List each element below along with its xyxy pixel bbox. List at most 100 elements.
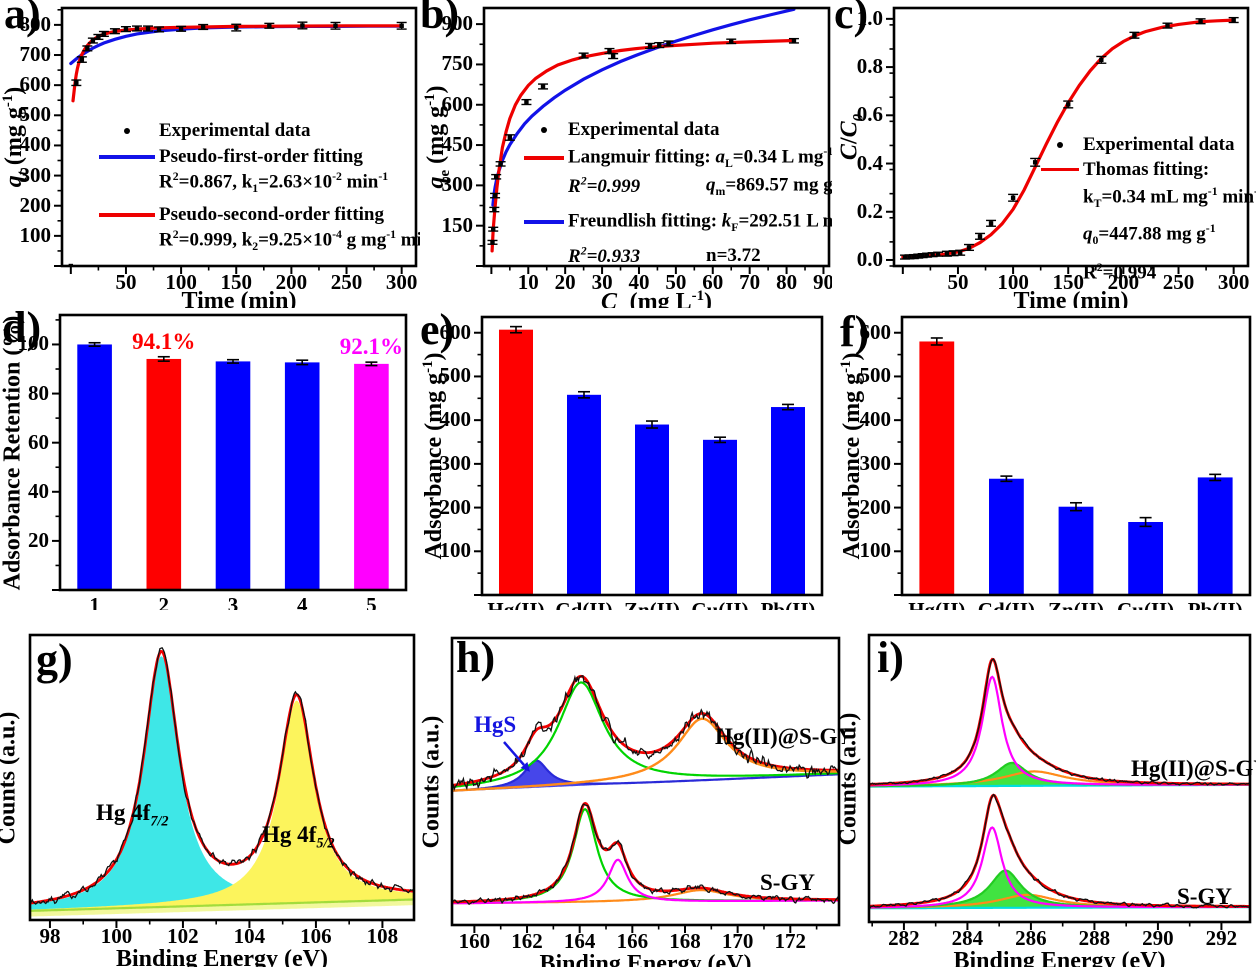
data-point [300,23,305,28]
panel-g-xps-hg4f: Hg 4f7/2 Hg 4f5/2 98 100 102 104 106 108 Binding… [0,610,430,967]
data-point [490,240,495,245]
data-point [935,251,941,257]
raw-spectrum [869,658,1250,786]
data-point [1231,17,1236,23]
data-point [112,29,118,34]
data-point [178,26,184,31]
data-point [74,80,79,85]
plot-area [77,341,389,590]
data-point [399,23,404,28]
plot-svg-b [476,6,831,274]
plot-frame [867,633,1252,924]
legend: Experimental data Langmuir fitting: aL=0.… [520,116,858,270]
data-point [951,251,956,256]
y-tick-label: 600 [439,319,472,344]
data-point [966,245,972,250]
legend-line-marker [524,156,564,160]
component-curve [30,898,414,912]
y-tick-label: 20 [28,527,49,552]
panel-i-xps-c1s: Hg(II)@S-GY S-GY 282 284 286 288 290 292 Binding… [836,610,1256,967]
y-tick-label: 1.0 [856,5,883,30]
baseline-band [30,899,414,917]
panel-letter-a: a) [4,0,41,38]
y-tick-label: 450 [441,132,474,157]
raw-spectrum [452,803,839,906]
data-point [907,254,912,260]
x-tick-label: 108 [366,924,399,948]
data-point [493,174,499,179]
x-tick-label: 150 [220,270,252,294]
y-tick-label: 300 [439,450,472,475]
x-tick-label: 250 [1162,270,1195,294]
y-tick-label: 600 [19,72,52,97]
bar-annotation: 94.1% [132,328,196,354]
data-point [729,39,734,44]
data-point [79,57,85,62]
x-tick-label: 90 [812,270,834,294]
y-tick-label: 700 [19,42,52,67]
bar-3 [215,361,251,590]
y-tick-label: 800 [19,11,52,36]
x-tick-label: 170 [721,929,754,953]
x-tick-label: 286 [1015,926,1047,950]
y-tick-label: 500 [19,102,52,127]
legend-item: R2=0.933 n=3.72 [568,244,761,267]
data-point [977,234,983,239]
panel-f-metal-selectivity: Hg(II)Cd(II)Zn(II)Cu(II)Pb(II)1002003004… [832,308,1256,622]
y-tick-label: 0.4 [856,150,883,175]
data-point [134,26,140,31]
panel-b-adsorption-isotherm: 102030405060708090150300450600750900Ce (… [420,0,858,319]
spectrum-label: Hg(II)@S-GY [715,724,854,749]
bar-Cd(II) [989,478,1024,595]
bar-4 [284,362,320,590]
bar-Zn(II) [1058,506,1094,595]
data-point [657,42,662,48]
x-tick-label: 60 [702,270,724,294]
data-point [492,207,497,212]
plot-frame [480,315,824,597]
x-tick-label: 168 [669,929,701,953]
legend-dot-marker [541,127,547,133]
plot-svg-e [474,315,824,597]
y-tick-label: 200 [439,494,472,519]
data-point [607,48,612,54]
legend-line-marker [524,220,564,224]
data-point [1198,19,1203,24]
y-tick-label: 900 [441,11,474,36]
y-tick-label: 600 [859,319,892,344]
y-axis-label: Adsorbance Retention (%) [0,315,26,590]
panel-letter-g: g) [36,635,73,684]
y-tick-label: 500 [859,363,892,388]
y-axis-label: qe (mg g-1) [422,85,453,189]
y-tick-label: 300 [441,172,474,197]
legend-item: Pseudo-second-order fitting [95,202,442,228]
data-point [524,99,529,105]
data-point [267,23,272,28]
spectrum-label: Hg 4f5/2 [262,822,335,852]
legend-item: Experimental data [520,116,858,144]
component-curve [452,681,839,789]
x-tick-label: 50 [115,270,137,294]
x-tick-label: 172 [774,929,807,953]
panel-letter-e: e) [420,305,455,354]
raw-spectrum [452,674,839,792]
bar-category-label: 3 [227,593,239,617]
plot-svg-d [52,313,408,592]
panel-letter-h: h) [456,633,496,682]
data-point [988,221,994,226]
y-tick-label: 400 [439,407,472,432]
plot-frame [900,315,1252,597]
component-fill [30,700,414,911]
plot-area [487,8,799,253]
y-tick-label: 750 [441,51,474,76]
x-tick-label: 290 [1142,926,1174,950]
x-axis-label: Binding Energy (eV) [115,946,329,967]
envelope-curve [30,649,414,905]
y-axis-label: Counts (a.u.) [418,715,445,848]
legend-item: Langmuir fitting: aL=0.34 L mg-1 [520,144,858,172]
bar-category-label: 1 [89,593,100,617]
y-tick-label: 150 [441,212,474,237]
data-point [1132,33,1137,38]
y-tick-label: 400 [19,132,52,157]
